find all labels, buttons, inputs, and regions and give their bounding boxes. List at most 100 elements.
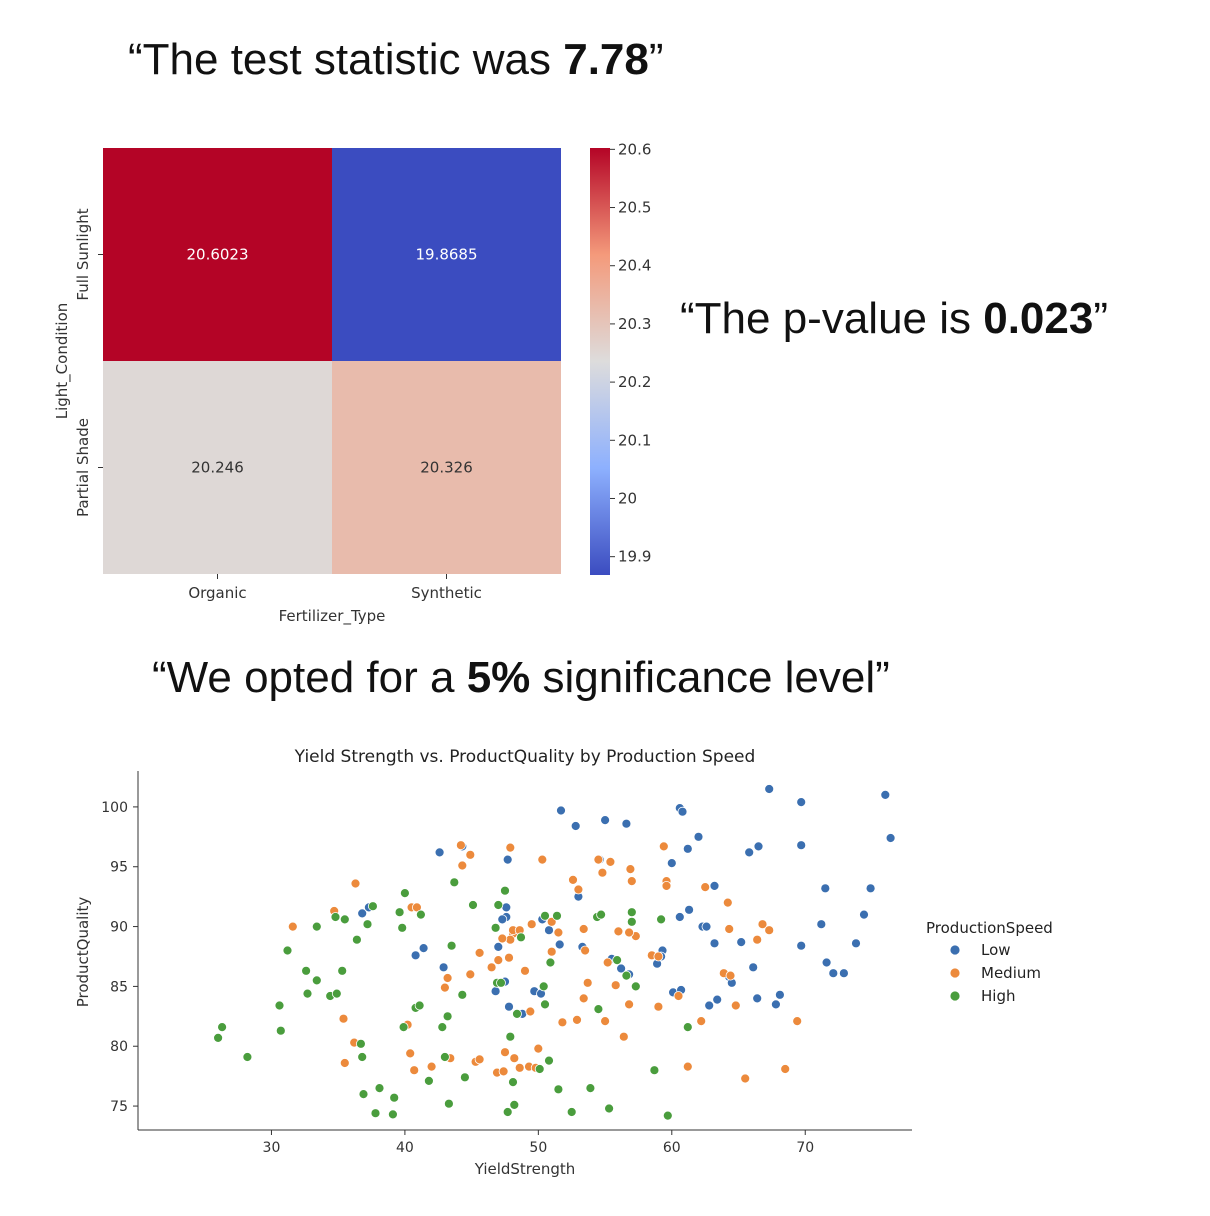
legend-marker-high [949,990,961,1002]
scatter-point-medium [752,934,763,945]
scatter-point-medium [504,952,514,963]
scatter-point-medium [497,933,508,944]
scatter-point-medium [610,980,621,991]
colorbar-tick-label: 20.6 [618,140,651,158]
scatter-point-low [502,854,513,865]
quote-prefix: “The test statistic was [128,35,564,84]
scatter-point-low [677,806,688,817]
scatter-point-low [752,993,763,1004]
scatter-point-medium [624,927,634,938]
scatter-point-low [771,999,781,1010]
scatter-x-axis-label: YieldStrength [474,1160,576,1178]
heatmap-y-axis-label: Light_Condition [53,303,72,420]
quote-suffix: ” [1093,294,1108,343]
scatter-point-low [748,962,759,973]
scatter-point-high [394,907,405,918]
scatter-point-high [442,1011,453,1022]
scatter-y-tick-label: 100 [101,800,128,816]
scatter-point-low [828,968,839,979]
scatter-point-low [544,925,554,936]
scatter-point-low [490,986,501,997]
scatter-point-low [704,1000,715,1011]
scatter-y-axis-label: ProductQuality [74,897,92,1008]
scatter-point-low [712,994,723,1005]
scatter-point-medium [338,1013,349,1024]
legend-marker-medium [949,967,961,979]
scatter-x-tick-label: 70 [796,1140,814,1156]
scatter-point-medium [626,876,637,886]
colorbar-tick-label: 20.3 [618,315,651,333]
scatter-x-tick-label: 40 [396,1140,414,1156]
heatmap-cell [103,148,332,361]
scatter-point-high [439,1052,450,1062]
scatter-point-low [616,963,626,974]
heatmap-x-axis-label: Fertilizer_Type [279,607,386,626]
scatter-point-high [387,1109,398,1120]
heatmap-y-tick-label: Full Sunlight [74,208,92,300]
scatter-point-high [604,1103,614,1114]
legend-title: ProductionSpeed [926,919,1053,937]
heatmap-x-tick-label: Synthetic [411,584,482,602]
scatter-point-high [516,932,526,943]
scatter-point-low [885,833,896,843]
scatter-legend: ProductionSpeed Low Medium High [926,919,1053,1005]
scatter-point-high [649,1065,660,1076]
scatter-point-medium [661,881,672,891]
scatter-point-medium [605,857,616,867]
scatter-point-medium [724,924,735,934]
scatter-point-medium [578,993,589,1004]
scatter-point-high [545,957,556,968]
scatter-point-high [585,1083,596,1093]
scatter-point-low [709,938,720,949]
scatter-point-medium [625,864,636,874]
scatter-point-high [493,900,504,910]
scatter-point-medium [493,955,504,965]
scatter-point-medium [568,875,578,885]
heatmap-x-tick-label: Organic [188,584,246,602]
scatter-point-medium [505,842,516,853]
scatter-point-low [621,818,632,829]
heatmap-cell [332,148,561,361]
scatter-point-medium [426,1061,437,1072]
scatter-point-high [612,955,622,965]
scatter-point-high [370,1108,381,1119]
scatter-point-medium [740,1073,751,1084]
scatter-x-tick-label: 50 [529,1140,547,1156]
scatter-point-high [505,1031,516,1042]
scatter-point-high [500,885,510,896]
scatter-point-medium [582,977,593,988]
scatter-point-high [502,1107,513,1117]
scatter-point-medium [757,919,768,930]
scatter-point-high [446,940,457,951]
scatter-point-high [540,910,550,921]
scatter-point-low [666,858,677,868]
scatter-point-medium [597,867,608,878]
scatter-point-high [630,981,641,992]
colorbar-tick-label: 20.5 [618,199,651,217]
quote-significance-level: “We opted for a 5% significance level” [152,656,890,700]
heatmap-cell-label: 20.246 [191,459,244,477]
scatter-point-low [674,912,685,922]
scatter-point-low [753,841,764,852]
scatter-point-medium [658,841,669,852]
scatter-point-medium [602,957,613,968]
scatter-point-medium [653,951,664,962]
scatter-point-high [449,877,460,888]
scatter-point-high [398,1022,409,1032]
scatter-point-low [410,950,421,961]
scatter-point-medium [653,1001,664,1012]
scatter-point-high [496,977,506,988]
scatter-y-tick-label: 80 [110,1039,128,1055]
scatter-x-tick-label: 60 [663,1140,681,1156]
scatter-point-medium [573,884,584,895]
scatter-point-medium [578,924,589,934]
scatter-point-medium [546,946,557,957]
scatter-point-medium [465,849,476,860]
scatter-point-medium [618,1031,629,1042]
scatter-point-high [275,1025,286,1036]
quote-value: 5% [466,653,531,702]
scatter-point-low [600,815,610,825]
scatter-point-low [880,790,891,800]
